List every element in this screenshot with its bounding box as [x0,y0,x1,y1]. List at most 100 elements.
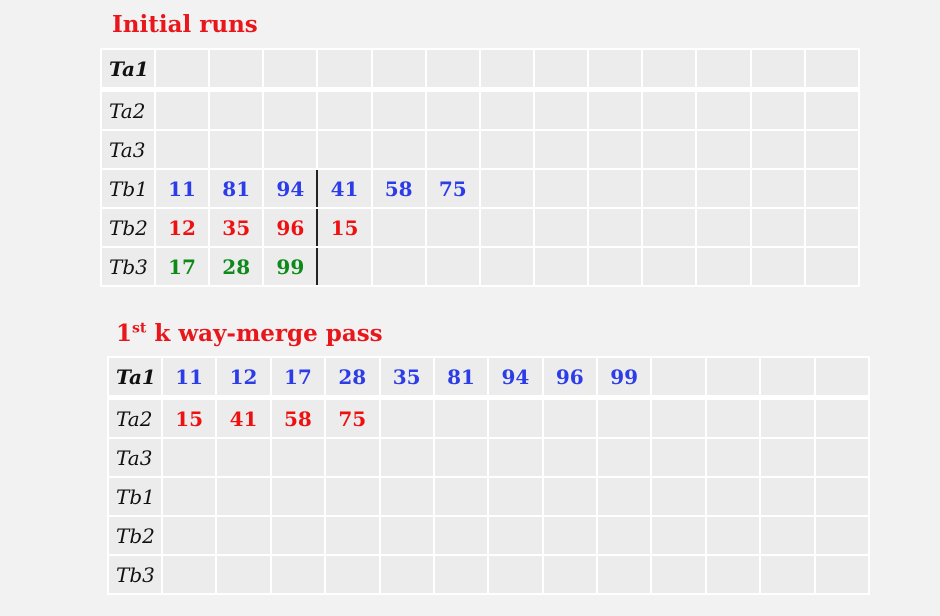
tape-cell-value: 75 [324,396,381,439]
tape-cell-empty [803,207,861,248]
tape-cell-empty [378,437,435,478]
initial-runs-title: Initial runs [112,11,258,38]
tape-cell-empty [541,396,599,439]
tape-cell-empty [487,476,544,517]
tape-cell-empty [269,515,327,556]
tape-cell-empty [215,437,272,478]
tape-cell-value: 15 [160,396,218,439]
tape-cell-value: 17 [153,246,211,287]
tape-cell-empty [650,515,707,556]
tape-cell-empty [532,168,590,209]
tape-cell-empty [813,396,870,439]
tape-cell-empty [759,554,816,595]
tape-cell-empty [378,476,435,517]
tape-row-ta2: Ta2 15 41 58 75 [107,396,870,439]
tape-cell-empty [478,88,535,131]
tape-cell-empty [650,396,707,439]
tape-cell-empty [749,207,806,248]
tape-cell-empty [803,246,861,287]
tape-cell-empty [432,396,490,439]
tape-cell-empty [370,207,427,248]
tape-cell-empty [269,437,327,478]
tape-cell-empty [262,129,319,170]
tape-cell-empty [759,356,816,400]
tape-cell-empty [424,246,481,287]
tape-cell-empty [813,476,870,517]
tape-row-tb2: Tb2 12 35 96 15 [100,207,861,248]
tape-cell-empty [641,207,698,248]
tape-cell-empty [316,48,373,92]
tape-cell-value: 81 [432,356,490,400]
tape-cell-empty [595,515,653,556]
tape-cell-empty [704,437,762,478]
tape-label: Ta2 [107,396,163,439]
tape-cell-value: 81 [208,168,265,209]
tape-cell-empty [587,168,644,209]
tape-cell-empty [160,437,218,478]
tape-cell-value: 58 [269,396,327,439]
tape-cell-empty [424,129,481,170]
tape-cell-empty [262,88,319,131]
merge-pass-title: 1st k way-merge pass [116,321,383,345]
tape-cell-empty [695,246,752,287]
tape-cell-empty [532,88,590,131]
tape-cell-empty [532,207,590,248]
tape-cell-empty [695,129,752,170]
tape-cell-value: 12 [153,207,211,248]
tape-cell-empty [478,168,535,209]
tape-row-ta1: Ta1 11 12 17 28 35 81 94 96 99 [107,356,870,400]
tape-cell-empty [759,476,816,517]
tape-cell-empty [749,168,806,209]
tape-row-ta3: Ta3 [107,437,870,478]
tape-label: Ta2 [100,88,156,131]
tape-cell-empty [813,515,870,556]
tape-cell-empty [208,129,265,170]
tape-cell-value: 75 [424,168,481,209]
tape-label: Tb2 [100,207,156,248]
tape-cell-empty [803,48,861,92]
tape-cell-empty [487,515,544,556]
tape-cell-empty [487,437,544,478]
tape-cell-empty [324,554,381,595]
tape-cell-empty [215,554,272,595]
tape-cell-empty [378,396,435,439]
tape-cell-empty [587,207,644,248]
tape-cell-empty [378,554,435,595]
tape-cell-empty [153,88,211,131]
tape-cell-value: 28 [208,246,265,287]
tape-cell-empty [424,48,481,92]
tape-cell-empty [813,356,870,400]
tape-cell-empty [370,48,427,92]
tape-cell-value: 11 [160,356,218,400]
tape-cell-empty [749,48,806,92]
tape-cell-empty [587,246,644,287]
tape-cell-value: 94 [487,356,544,400]
tape-cell-value: 99 [595,356,653,400]
tape-cell-empty [324,476,381,517]
tape-cell-empty [208,48,265,92]
tape-label: Ta3 [107,437,163,478]
tape-cell-empty [749,246,806,287]
tape-cell-empty [595,396,653,439]
tape-cell-empty [749,129,806,170]
tape-cell-empty [641,48,698,92]
tape-cell-empty [432,476,490,517]
tape-label: Ta3 [100,129,156,170]
tape-row-tb3: Tb3 [107,554,870,595]
tape-cell-empty [650,356,707,400]
tape-cell-empty [153,129,211,170]
tape-cell-empty [370,129,427,170]
tape-cell-empty [650,554,707,595]
tape-cell-empty [160,515,218,556]
tape-label: Ta1 [100,48,156,92]
tape-cell-empty [370,88,427,131]
tape-cell-empty [532,246,590,287]
tape-cell-value: 41 [316,168,373,209]
tape-cell-empty [269,476,327,517]
tape-cell-value: 35 [208,207,265,248]
tape-cell-value: 11 [153,168,211,209]
tape-cell-empty [641,88,698,131]
tape-cell-empty [704,356,762,400]
tape-cell-empty [695,88,752,131]
tape-cell-empty [595,476,653,517]
